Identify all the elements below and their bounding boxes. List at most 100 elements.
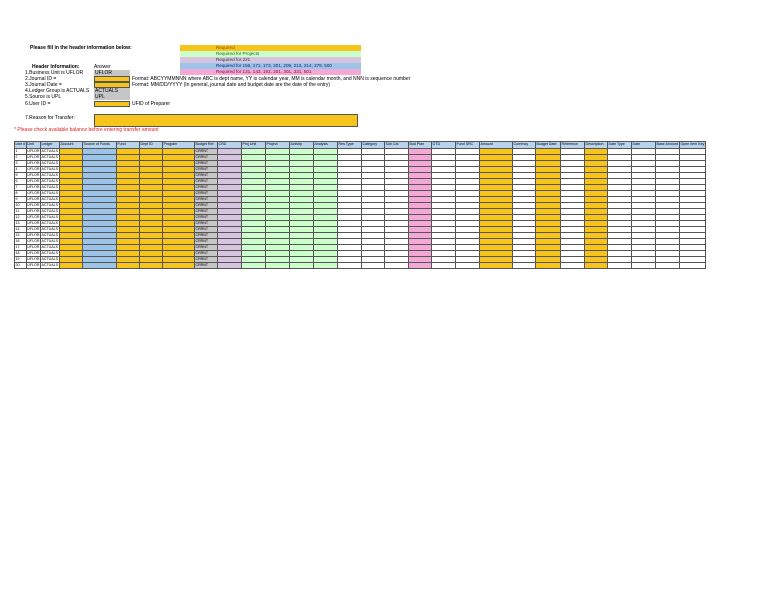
table-cell[interactable]: UFLOR <box>25 189 41 197</box>
table-row: 20 UFLOR ACTUALS CRRNT <box>14 261 706 269</box>
journal-id-note: Format: ABCYYMMNNN where ABC is dept nam… <box>132 76 411 82</box>
journal-date-label: 3.Journal Date = <box>25 82 62 88</box>
table-cell[interactable]: ACTUALS <box>39 255 60 263</box>
table-cell[interactable] <box>559 261 585 269</box>
table-cell[interactable]: UFLOR <box>25 177 41 185</box>
table-cell[interactable]: ACTUALS <box>39 261 60 269</box>
table-cell[interactable]: ACTUALS <box>39 243 60 251</box>
table-cell[interactable]: CRRNT <box>193 261 218 269</box>
journal-id-label: 2.Journal ID = <box>25 76 57 82</box>
header-info-label: Header Information: <box>32 64 80 70</box>
table-cell[interactable] <box>478 261 513 269</box>
table-cell[interactable]: ACTUALS <box>39 153 60 161</box>
table-cell[interactable]: UFLOR <box>25 213 41 221</box>
table-cell[interactable]: UFLOR <box>25 165 41 173</box>
table-cell[interactable]: ACTUALS <box>39 147 60 155</box>
table-cell[interactable] <box>534 261 561 269</box>
table-row: 6 UFLOR ACTUALS CRRNT <box>14 177 706 185</box>
table-cell[interactable] <box>216 261 242 269</box>
reason-label: 7.Reason for Transfer: <box>25 115 75 121</box>
table-cell[interactable] <box>360 261 385 269</box>
table-cell[interactable]: ACTUALS <box>39 237 60 245</box>
table-cell[interactable]: ACTUALS <box>39 249 60 257</box>
legend-required-projects: Required for Projects <box>180 51 361 57</box>
table-header-row: Line # Unit Ledger Account Source of Funds Fu… <box>14 141 706 149</box>
table-cell[interactable]: ACTUALS <box>39 213 60 221</box>
table-cell[interactable]: ACTUALS <box>39 159 60 167</box>
business-unit-field[interactable]: UFLOR <box>94 70 130 76</box>
table-cell[interactable] <box>312 261 338 269</box>
table-cell[interactable] <box>161 261 195 269</box>
table-cell: 20 <box>14 261 27 269</box>
source-field[interactable]: UPL <box>94 94 130 100</box>
column-header: Line # <box>14 141 27 149</box>
table-cell[interactable]: UFLOR <box>25 159 41 167</box>
table-cell[interactable] <box>115 261 140 269</box>
table-row: 19 UFLOR ACTUALS CRRNT <box>14 255 706 263</box>
table-cell[interactable]: ACTUALS <box>39 219 60 227</box>
table-cell[interactable] <box>430 261 456 269</box>
legend-required: Required <box>180 45 361 51</box>
table-cell[interactable]: UFLOR <box>25 153 41 161</box>
table-cell[interactable]: UFLOR <box>25 219 41 227</box>
table-cell[interactable]: UFLOR <box>25 261 41 269</box>
table-cell[interactable]: UFLOR <box>25 255 41 263</box>
journal-date-note: Format: MM/DD/YYYY (In general, journal … <box>132 82 331 88</box>
table-cell[interactable]: ACTUALS <box>39 171 60 179</box>
table-cell[interactable] <box>138 261 163 269</box>
table-cell[interactable] <box>240 261 266 269</box>
table-cell[interactable]: UFLOR <box>25 201 41 209</box>
user-id-field[interactable] <box>94 101 130 107</box>
table-row: 2 UFLOR ACTUALS CRRNT <box>14 153 706 161</box>
answer-label: Answer <box>94 64 111 70</box>
column-header: Base Amount <box>654 141 680 149</box>
table-row: 9 UFLOR ACTUALS CRRNT <box>14 195 706 203</box>
table-cell[interactable]: UFLOR <box>25 231 41 239</box>
table-cell[interactable] <box>630 261 656 269</box>
table-cell[interactable]: UFLOR <box>25 225 41 233</box>
user-id-label: 6.User ID = <box>25 101 51 107</box>
table-cell[interactable]: ACTUALS <box>39 195 60 203</box>
table-cell[interactable] <box>288 261 314 269</box>
table-cell[interactable]: UFLOR <box>25 183 41 191</box>
table-row: 10 UFLOR ACTUALS CRRNT <box>14 201 706 209</box>
table-cell[interactable]: UFLOR <box>25 237 41 245</box>
table-cell[interactable] <box>606 261 632 269</box>
table-cell[interactable]: ACTUALS <box>39 177 60 185</box>
table-cell[interactable]: ACTUALS <box>39 201 60 209</box>
page-title: Please fill in the header information be… <box>30 45 132 51</box>
table-row: 5 UFLOR ACTUALS CRRNT <box>14 171 706 179</box>
table-cell[interactable]: ACTUALS <box>39 207 60 215</box>
table-cell[interactable] <box>336 261 362 269</box>
table-cell[interactable] <box>58 261 83 269</box>
table-cell[interactable] <box>264 261 290 269</box>
reason-field[interactable] <box>94 114 358 127</box>
table-cell[interactable]: UFLOR <box>25 195 41 203</box>
journal-date-field[interactable] <box>94 82 130 88</box>
ledger-group-field[interactable]: ACTUALS <box>94 88 130 94</box>
table-cell[interactable]: UFLOR <box>25 207 41 215</box>
table-cell[interactable]: ACTUALS <box>39 225 60 233</box>
table-cell[interactable] <box>678 261 706 269</box>
table-cell[interactable]: UFLOR <box>25 249 41 257</box>
table-cell[interactable] <box>654 261 680 269</box>
table-row: 12 UFLOR ACTUALS CRRNT <box>14 213 706 221</box>
table-row: 8 UFLOR ACTUALS CRRNT <box>14 189 706 197</box>
table-cell[interactable] <box>511 261 536 269</box>
legend-required-blue: Required for 156, 171, 173, 201, 209, 21… <box>180 63 361 69</box>
table-cell[interactable]: ACTUALS <box>39 165 60 173</box>
table-cell[interactable] <box>383 261 409 269</box>
table-cell[interactable] <box>583 261 608 269</box>
journal-id-field[interactable] <box>94 76 130 82</box>
table-cell[interactable]: UFLOR <box>25 243 41 251</box>
table-cell[interactable]: ACTUALS <box>39 231 60 239</box>
table-cell[interactable] <box>454 261 480 269</box>
table-cell[interactable]: UFLOR <box>25 171 41 179</box>
table-cell[interactable]: ACTUALS <box>39 189 60 197</box>
business-unit-label: 1.Business Unit is UFLOR <box>25 70 84 76</box>
table-cell[interactable]: ACTUALS <box>39 183 60 191</box>
table-cell[interactable]: UFLOR <box>25 147 41 155</box>
table-row: 16 UFLOR ACTUALS CRRNT <box>14 237 706 245</box>
table-cell[interactable] <box>81 261 117 269</box>
table-cell[interactable] <box>407 261 432 269</box>
